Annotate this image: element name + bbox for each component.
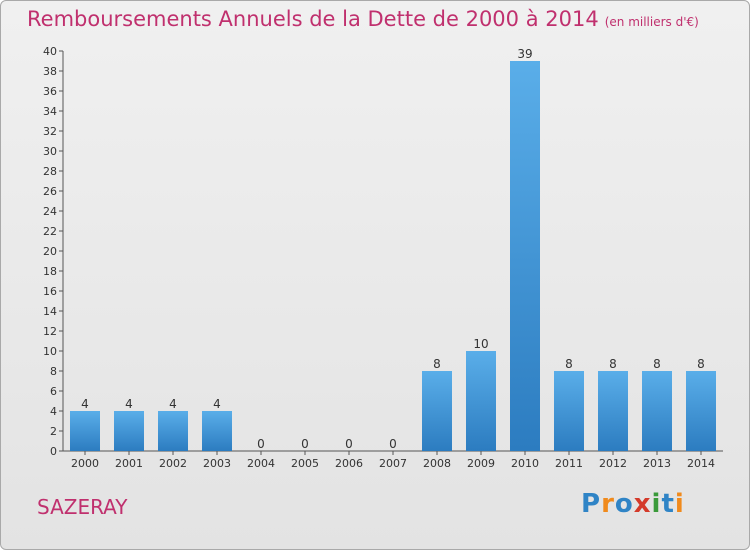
y-tick-label: 36 (43, 85, 57, 98)
y-tick-label: 40 (43, 45, 57, 58)
chart-title-block: Remboursements Annuels de la Dette de 20… (27, 7, 699, 31)
y-tick-label: 32 (43, 125, 57, 138)
value-label-2001: 4 (125, 397, 133, 411)
y-tick-label: 4 (50, 405, 57, 418)
y-tick-label: 34 (43, 105, 57, 118)
value-label-2009: 10 (473, 337, 488, 351)
y-tick-label: 38 (43, 65, 57, 78)
y-tick-label: 18 (43, 265, 57, 278)
y-tick-label: 14 (43, 305, 57, 318)
y-tick-label: 10 (43, 345, 57, 358)
logo-letter: t (661, 489, 675, 519)
value-label-2003: 4 (213, 397, 221, 411)
bar-2013 (642, 371, 672, 451)
value-label-2002: 4 (169, 397, 177, 411)
chart-subtitle: (en milliers d'€) (604, 15, 699, 29)
y-tick-label: 0 (50, 445, 57, 458)
value-label-2006: 0 (345, 437, 353, 451)
y-tick-label: 8 (50, 365, 57, 378)
x-tick-label: 2009 (467, 457, 495, 470)
x-tick-label: 2007 (379, 457, 407, 470)
value-label-2008: 8 (433, 357, 441, 371)
bar-2008 (422, 371, 452, 451)
value-label-2013: 8 (653, 357, 661, 371)
bar-2011 (554, 371, 584, 451)
x-tick-label: 2013 (643, 457, 671, 470)
y-tick-label: 22 (43, 225, 57, 238)
y-tick-label: 28 (43, 165, 57, 178)
x-tick-label: 2011 (555, 457, 583, 470)
value-label-2014: 8 (697, 357, 705, 371)
x-axis: 2000 2001 2002 2003 2004 2005 2006 2007 2008 2009… (63, 450, 723, 470)
value-label-2007: 0 (389, 437, 397, 451)
value-label-2000: 4 (81, 397, 89, 411)
y-tick-label: 24 (43, 205, 57, 218)
y-tick-label: 2 (50, 425, 57, 438)
x-tick-label: 2003 (203, 457, 231, 470)
chart-title: Remboursements Annuels de la Dette de 20… (27, 7, 599, 31)
y-tick-label: 20 (43, 245, 57, 258)
x-tick-label: 2000 (71, 457, 99, 470)
logo-letter: x (633, 489, 652, 519)
x-tick-label: 2004 (247, 457, 275, 470)
commune-name: SAZERAY (37, 495, 128, 519)
y-tick-label: 16 (43, 285, 57, 298)
value-labels: 4 4 4 4 0 0 0 0 8 10 39 8 8 8 8 (81, 47, 705, 451)
x-tick-label: 2008 (423, 457, 451, 470)
bar-2012 (598, 371, 628, 451)
x-tick-label: 2010 (511, 457, 539, 470)
logo-letter: i (651, 489, 662, 519)
value-label-2004: 0 (257, 437, 265, 451)
value-label-2012: 8 (609, 357, 617, 371)
bar-2002 (158, 411, 188, 451)
bar-2009 (466, 351, 496, 451)
logo-letter: r (601, 489, 615, 519)
bar-2000 (70, 411, 100, 451)
bar-2010 (510, 61, 540, 451)
value-label-2010: 39 (517, 47, 532, 61)
y-tick-label: 30 (43, 145, 57, 158)
value-label-2011: 8 (565, 357, 573, 371)
value-label-2005: 0 (301, 437, 309, 451)
logo-letter: o (614, 489, 634, 519)
y-tick-label: 12 (43, 325, 57, 338)
proxiti-logo: Proxiti (581, 489, 685, 519)
bar-series (70, 61, 716, 451)
x-tick-label: 2006 (335, 457, 363, 470)
x-tick-label: 2012 (599, 457, 627, 470)
bar-2001 (114, 411, 144, 451)
bar-2014 (686, 371, 716, 451)
logo-letter: P (581, 489, 602, 519)
x-tick-label: 2002 (159, 457, 187, 470)
logo-letter: i (674, 489, 685, 519)
x-tick-label: 2014 (687, 457, 715, 470)
x-tick-label: 2001 (115, 457, 143, 470)
y-tick-label: 26 (43, 185, 57, 198)
bar-2003 (202, 411, 232, 451)
y-tick-label: 6 (50, 385, 57, 398)
x-tick-label: 2005 (291, 457, 319, 470)
